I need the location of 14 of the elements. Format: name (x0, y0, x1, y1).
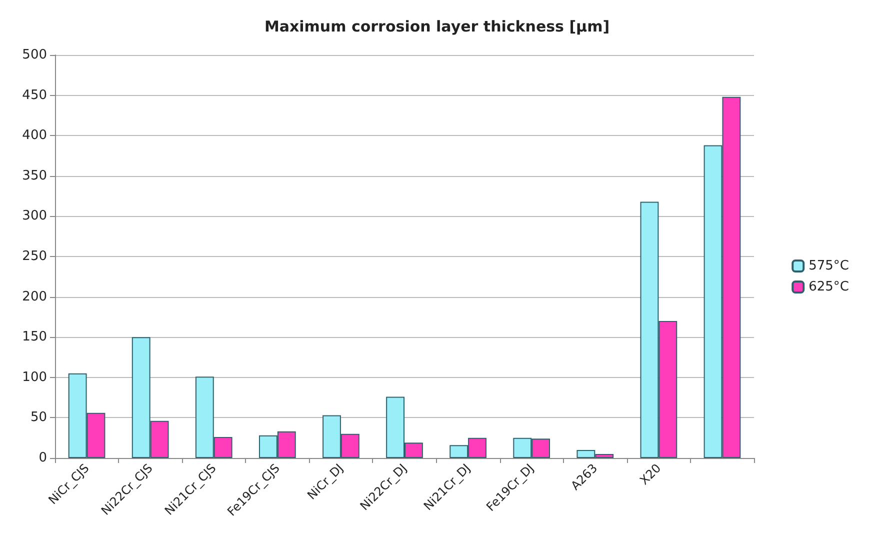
y-tick-label: 450 (22, 88, 47, 103)
y-tick-label: 400 (22, 128, 47, 144)
legend-label: 625°C (808, 280, 849, 294)
y-tick-label: 50 (30, 410, 47, 426)
y-tick-label: 0 (38, 450, 47, 466)
y-tick-label: 300 (22, 208, 47, 224)
y-tick-label: 350 (22, 168, 47, 184)
y-tick-label: 250 (22, 249, 47, 264)
y-tick-label: 200 (22, 289, 47, 304)
legend-label: 575°C (808, 258, 849, 274)
y-tick-label: 100 (22, 370, 47, 385)
y-tick-label: 500 (22, 48, 47, 62)
chart-title: Maximum corrosion layer thickness [µm] (264, 18, 610, 36)
y-tick-label: 150 (22, 330, 47, 345)
